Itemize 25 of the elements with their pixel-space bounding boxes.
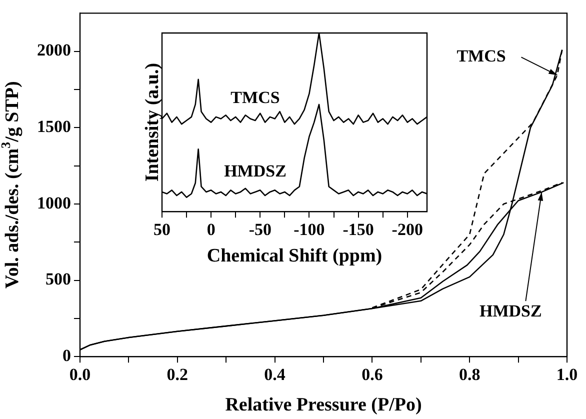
y-tick-label: 2000 <box>37 40 71 60</box>
x-tick-label: 0.8 <box>458 365 480 384</box>
x-tick-label: 1.0 <box>556 365 578 384</box>
y-axis-title: Vol. ads./des. (cm3/g STP) <box>0 81 24 289</box>
x-tick-label: -100 <box>294 220 325 240</box>
x-tick-label: -200 <box>392 220 423 240</box>
y-axis-title: Intensity (a.u.) <box>142 62 164 182</box>
x-axis-title: Chemical Shift (ppm) <box>206 246 382 267</box>
x-tick-label: -50 <box>248 220 272 240</box>
y-tick-label: 0 <box>62 346 71 365</box>
y-tick-label: 1000 <box>37 193 71 212</box>
x-tick-label: -150 <box>342 220 374 240</box>
x-tick-label: 50 <box>154 220 170 240</box>
x-tick-label: 0.4 <box>264 365 286 384</box>
x-tick-label: 0 <box>206 220 216 240</box>
series-label: TMCS <box>230 88 280 107</box>
y-tick-label: 500 <box>46 270 71 289</box>
annotation: TMCS <box>456 46 506 66</box>
x-tick-label: 0.0 <box>69 365 91 384</box>
x-tick-label: 0.2 <box>166 365 188 384</box>
x-axis-title: Relative Pressure (P/Po) <box>225 394 422 416</box>
annotation: HMDSZ <box>480 301 542 320</box>
series-label: HMDSZ <box>224 161 286 180</box>
x-tick-label: 0.6 <box>362 365 383 384</box>
y-tick-label: 1500 <box>37 117 71 136</box>
